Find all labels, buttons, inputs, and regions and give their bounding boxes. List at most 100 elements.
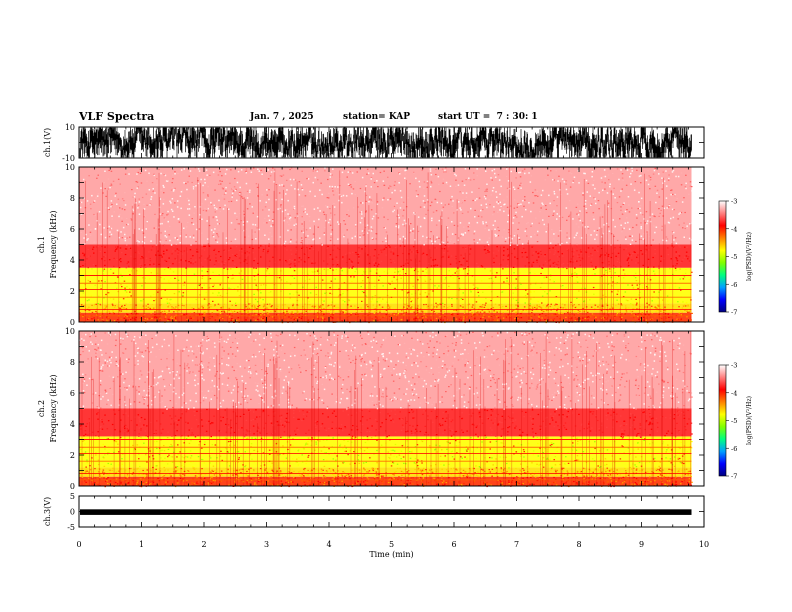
spec-speckle [192, 255, 194, 257]
spec-speckle [259, 478, 261, 480]
spec-speckle [237, 223, 239, 225]
spec-speckle [341, 258, 344, 261]
spec-speckle [219, 481, 221, 483]
spec-white-speckle [138, 241, 140, 243]
spec-speckle [109, 185, 112, 187]
spec-speckle [369, 270, 372, 272]
spec-white-speckle [245, 182, 248, 185]
spec-white-speckle [663, 180, 666, 182]
spec-speckle [214, 189, 216, 191]
spec-speckle [613, 250, 615, 252]
spec-white-speckle [436, 201, 439, 204]
spec-speckle [548, 247, 551, 249]
spec-speckle [166, 301, 168, 303]
spec-speckle [622, 212, 624, 214]
spec-speckle [547, 319, 550, 321]
spec-speckle [661, 188, 663, 190]
spec-speckle [541, 265, 543, 267]
band-orange-red [79, 312, 692, 322]
spec-speckle [210, 306, 213, 308]
spec-speckle [221, 175, 223, 177]
spec-speckle [332, 264, 334, 266]
spec-speckle [135, 262, 137, 264]
spec-speckle [584, 310, 586, 312]
spec-white-speckle [165, 236, 168, 238]
spec-speckle [459, 305, 462, 307]
spec-speckle [214, 211, 217, 213]
spec-speckle [301, 205, 303, 207]
spec-speckle [403, 303, 405, 305]
spec-speckle [118, 307, 120, 309]
spec-speckle [628, 235, 631, 237]
spec-speckle [517, 305, 519, 307]
spec-speckle [221, 310, 223, 313]
spec-white-speckle [200, 178, 202, 181]
spec-speckle [161, 477, 163, 480]
spec-white-speckle [594, 238, 596, 240]
spec-speckle [358, 256, 360, 258]
spec-white-speckle [451, 195, 453, 198]
spec-speckle [346, 229, 348, 231]
spec-speckle [341, 270, 343, 272]
spec-speckle [613, 307, 615, 309]
spec-speckle [465, 196, 468, 198]
spec-speckle [622, 296, 625, 298]
spec-speckle [320, 316, 322, 318]
spec-speckle [321, 310, 323, 313]
spec-speckle [540, 253, 543, 255]
spec-speckle [143, 319, 145, 322]
spec-speckle [379, 479, 381, 481]
spec-speckle [348, 215, 350, 217]
spec-speckle [171, 317, 173, 319]
spec-speckle [416, 309, 419, 312]
spec-speckle [293, 307, 296, 309]
spec-speckle [368, 312, 370, 314]
spec-speckle [623, 480, 626, 483]
spec-speckle [678, 224, 680, 226]
spec-speckle [452, 241, 455, 243]
spec-white-speckle [561, 242, 563, 244]
spec-speckle [162, 241, 164, 243]
spec-speckle [367, 306, 369, 308]
spec-speckle [203, 249, 206, 251]
spec-speckle [151, 317, 153, 320]
spec-speckle [209, 313, 211, 315]
spec-speckle [457, 309, 459, 311]
spec-speckle [587, 315, 590, 318]
spec-speckle [231, 191, 234, 193]
spec-speckle [203, 305, 205, 307]
spec-speckle [95, 265, 97, 267]
spec-speckle [659, 304, 661, 306]
spec-white-speckle [679, 212, 681, 214]
spec-speckle [266, 303, 269, 305]
spec-speckle [395, 223, 398, 225]
spec-speckle [191, 222, 193, 224]
spec-speckle [395, 276, 398, 278]
spec-speckle [375, 262, 377, 264]
spec-speckle [488, 320, 491, 322]
spec-speckle [261, 194, 263, 196]
spec-speckle [172, 250, 174, 252]
spec-speckle [329, 478, 331, 480]
spec-speckle [381, 306, 384, 308]
spec-speckle [389, 283, 391, 285]
spec-speckle [221, 315, 224, 318]
spec-speckle [380, 300, 382, 302]
spec-speckle [545, 205, 547, 207]
spec-speckle [601, 216, 604, 218]
spec-speckle [400, 169, 402, 172]
spec-speckle [246, 194, 249, 196]
spec-speckle [162, 250, 165, 252]
spec-speckle [472, 284, 475, 286]
spec-speckle [327, 311, 329, 313]
spec-white-speckle [367, 232, 369, 234]
spec-speckle [129, 316, 132, 318]
spec-speckle [138, 198, 140, 200]
spec-speckle [252, 212, 254, 214]
spec-speckle [647, 230, 649, 232]
spec-speckle [594, 304, 597, 306]
spec-speckle [442, 206, 445, 208]
spec-speckle [536, 261, 538, 263]
spec-white-speckle [287, 199, 289, 202]
spec-speckle [89, 203, 92, 205]
